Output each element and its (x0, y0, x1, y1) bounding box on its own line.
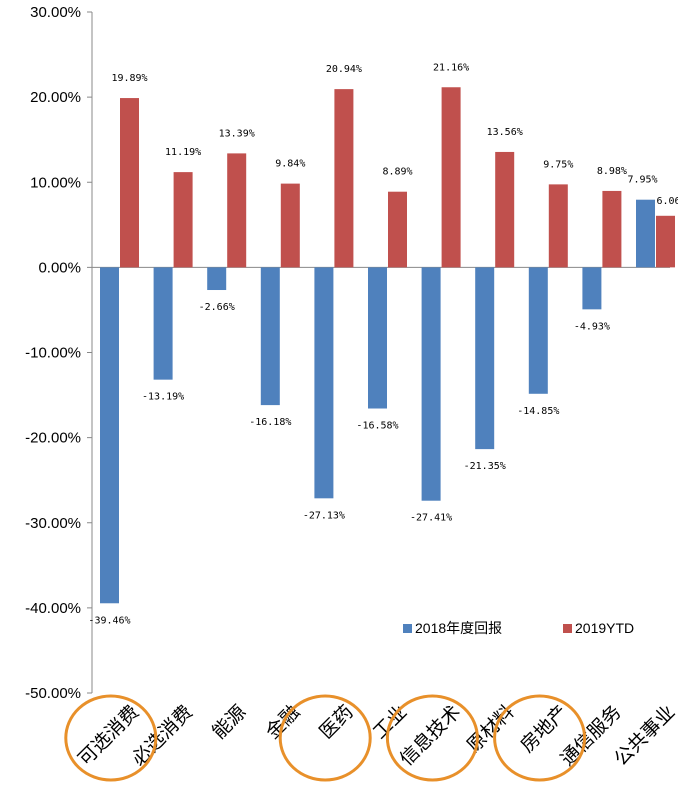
axes: 30.00% 20.00% 10.00% 0.00% -10.00% -20.00% -30… (25, 4, 670, 702)
bar (528, 267, 548, 394)
data-label: -27.13% (303, 510, 345, 521)
data-label: 13.56% (487, 127, 523, 138)
bars (100, 87, 675, 604)
highlight-circle (385, 694, 479, 782)
bar (495, 151, 515, 268)
bar (260, 267, 280, 406)
highlight-circle (64, 694, 158, 782)
legend-label-2019: 2019YTD (575, 620, 634, 636)
y-tick-label: -10.00% (25, 345, 81, 362)
bar (388, 191, 407, 268)
data-label: -27.41% (410, 513, 452, 524)
bar (368, 267, 387, 409)
data-label: -14.85% (517, 406, 559, 417)
data-label: -39.46% (88, 615, 130, 626)
category-label: 原材料 (463, 701, 519, 757)
bar (548, 184, 568, 268)
data-label: -16.58% (356, 421, 398, 432)
y-tick-label: 30.00% (30, 4, 81, 21)
bar (314, 267, 334, 499)
bar (207, 267, 227, 291)
y-tick-label: -20.00% (25, 430, 81, 447)
bar (475, 267, 495, 450)
data-label: 6.06% (656, 196, 678, 207)
bar (441, 87, 461, 268)
category-label: 能源 (208, 701, 250, 743)
data-label: -13.19% (142, 392, 184, 403)
y-tick-label: -40.00% (25, 600, 81, 617)
data-label: 13.39% (219, 128, 255, 139)
data-label: 20.94% (326, 64, 362, 75)
y-tick-label: 0.00% (38, 259, 81, 276)
bar (636, 199, 655, 268)
y-tick-label: 10.00% (30, 174, 81, 191)
category-label: 医药 (315, 701, 357, 743)
data-label: 11.19% (165, 147, 201, 158)
data-label: 7.95% (627, 175, 657, 186)
data-label: -2.66% (199, 302, 235, 313)
bar (100, 267, 119, 604)
bar (227, 153, 247, 268)
bar (173, 172, 193, 268)
y-tick-label: 20.00% (30, 89, 81, 106)
data-label: -16.18% (249, 417, 291, 428)
bar (602, 190, 622, 268)
data-label: 19.89% (111, 73, 147, 84)
bar (153, 267, 173, 380)
y-tick-label: -50.00% (25, 685, 81, 702)
highlight-circles (64, 694, 587, 782)
data-label: 9.84% (275, 159, 305, 170)
legend-swatch-2019 (563, 624, 572, 633)
data-label: 8.98% (597, 166, 627, 177)
bar (280, 183, 300, 268)
bar (120, 98, 139, 268)
bar (582, 267, 602, 310)
bar (421, 267, 441, 501)
highlight-circle (493, 694, 587, 782)
data-labels: -39.46% 19.89% -13.19% 11.19% -2.66% 13.39% -1… (88, 62, 678, 626)
data-label: 21.16% (433, 62, 469, 73)
bar (656, 215, 675, 268)
bar (334, 89, 354, 268)
highlight-circle (278, 694, 372, 782)
data-label: -21.35% (464, 461, 506, 472)
data-label: 9.75% (543, 159, 573, 170)
data-label: -4.93% (574, 321, 610, 332)
legend: 2018年度回报 2019YTD (403, 620, 634, 636)
legend-swatch-2018 (403, 624, 412, 633)
legend-label-2018: 2018年度回报 (415, 620, 502, 636)
y-tick-label: -30.00% (25, 515, 81, 532)
data-label: 8.89% (382, 167, 412, 178)
